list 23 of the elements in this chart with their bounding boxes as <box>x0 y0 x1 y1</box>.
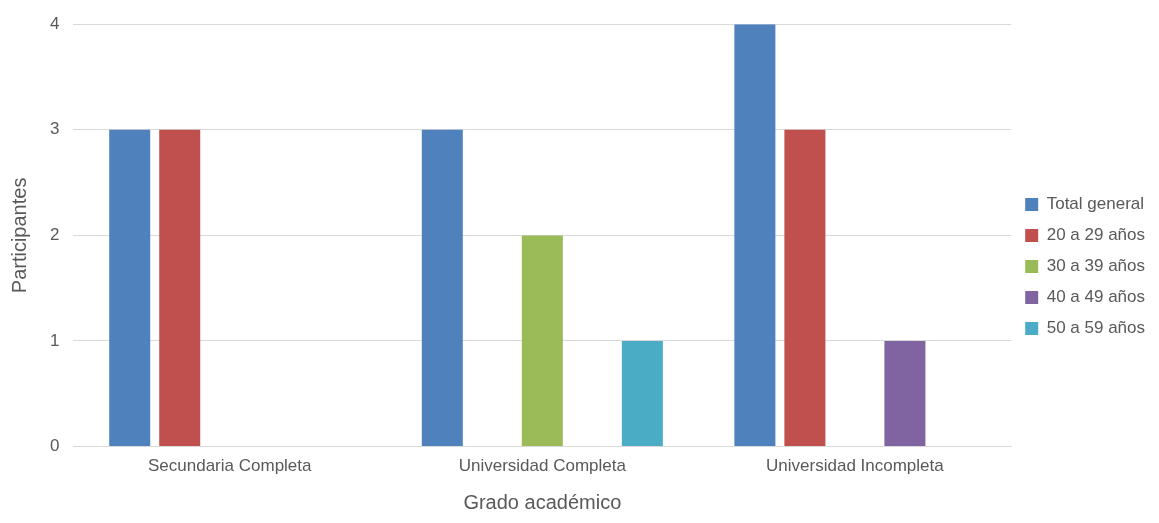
legend-label: 30 a 39 años <box>1046 256 1146 276</box>
legend-label: 50 a 59 años <box>1046 318 1146 338</box>
legend-label: Total general <box>1046 194 1145 214</box>
x-axis-title: Grado académico <box>463 490 622 513</box>
legend-label: 40 a 49 años <box>1046 287 1146 307</box>
bar <box>884 341 926 447</box>
y-tick-label: 4 <box>49 13 60 33</box>
bar <box>109 129 151 447</box>
bar <box>521 235 563 447</box>
y-tick-label: 3 <box>49 119 60 139</box>
bar <box>159 129 201 447</box>
y-tick-label: 2 <box>49 225 60 245</box>
bar <box>784 129 826 447</box>
bar <box>734 24 776 447</box>
y-tick-label: 1 <box>49 330 60 350</box>
y-tick-label: 0 <box>49 436 60 456</box>
x-tick-label: Universidad Completa <box>458 456 627 476</box>
bar <box>421 129 463 447</box>
x-tick-label: Secundaria Completa <box>148 456 313 476</box>
x-tick-label: Universidad Incompleta <box>766 456 945 476</box>
y-axis-title: Participantes <box>7 177 30 294</box>
legend-label: 20 a 29 años <box>1046 225 1146 245</box>
bar <box>621 341 663 447</box>
